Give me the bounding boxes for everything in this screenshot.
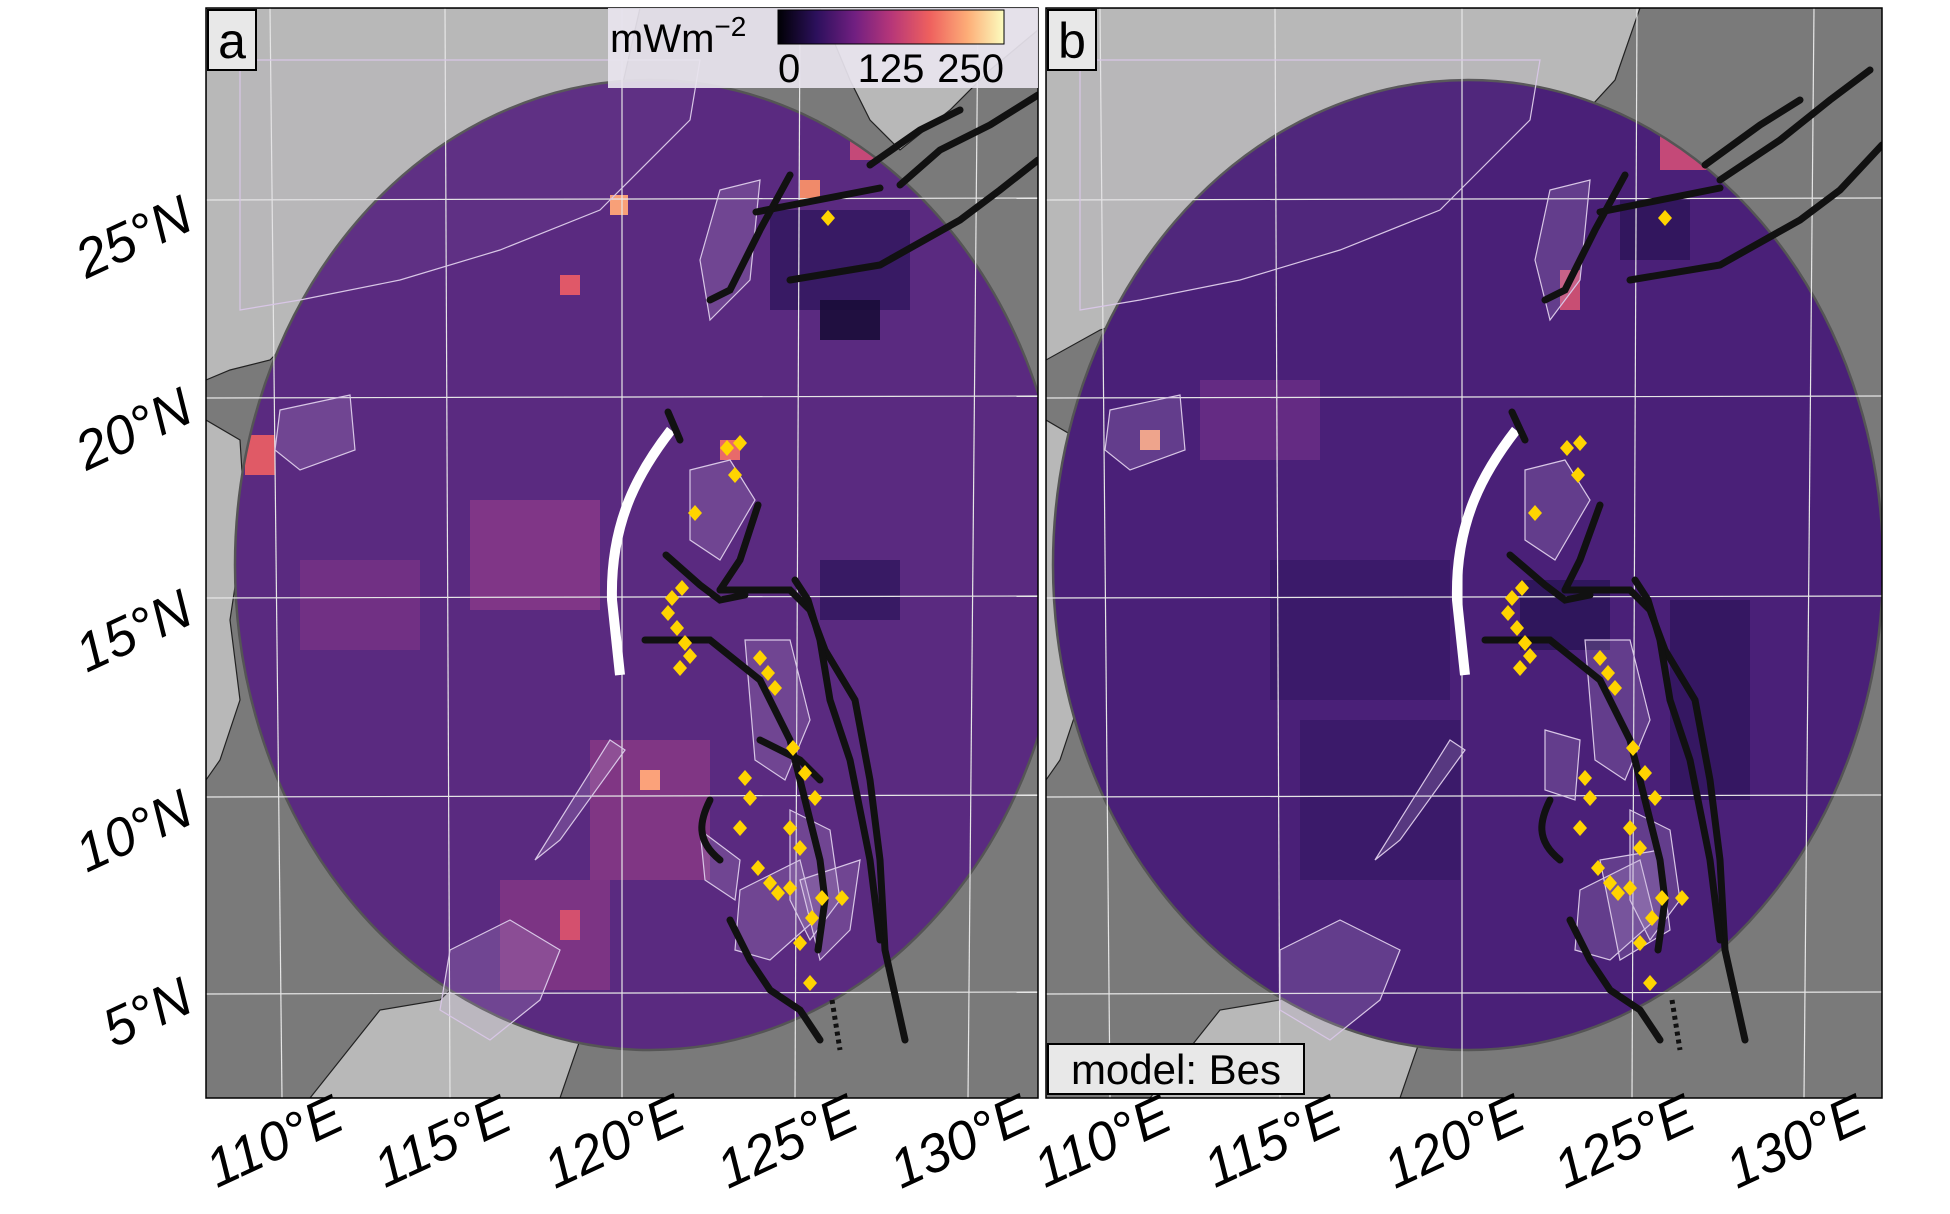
latitude-tick-label: 5°N: [94, 966, 202, 1059]
longitude-tick-label: 120°E: [1375, 1083, 1535, 1200]
study-area-outline-b: [1051, 78, 1882, 1052]
latitude-tick-label: 20°N: [65, 376, 202, 482]
colorbar-tick-label: 250: [937, 47, 1004, 91]
longitude-tick-label: 125°E: [708, 1083, 868, 1200]
longitude-tick-label: 115°E: [1195, 1084, 1351, 1200]
longitude-tick-label: 115°E: [365, 1084, 521, 1200]
latitude-labels: 25°N 20°N 15°N 10°N 5°N: [65, 184, 202, 1059]
ridge-line-b: [1451, 426, 1520, 676]
trench-dashed-a: [829, 999, 843, 1051]
plate-outlines-a: [239, 59, 861, 1041]
graticule-b: [1046, 8, 1882, 1098]
svg-text:a: a: [218, 13, 246, 69]
ridge-line-a: [606, 426, 675, 676]
latitude-tick-label: 10°N: [66, 778, 202, 884]
longitude-tick-label: 110°E: [1025, 1084, 1181, 1200]
plate-outlines-b: [1079, 59, 1681, 1041]
colorbar-tick-label: 0: [778, 47, 800, 91]
longitude-tick-label: 120°E: [535, 1083, 695, 1200]
panel-b-map: [1046, 8, 1882, 1098]
longitude-tick-label: 130°E: [881, 1083, 1041, 1200]
latitude-tick-label: 25°N: [65, 184, 202, 290]
colorbar-gradient: [777, 9, 1005, 45]
heatflow-field-b: [1053, 80, 1882, 1050]
panel-b-frame: [1045, 7, 1883, 1099]
svg-text:b: b: [1058, 13, 1086, 69]
heatflow-field-a: [235, 80, 1038, 1050]
model-label: model: Bes: [1071, 1046, 1281, 1093]
volcano-markers-b: [1501, 210, 1689, 991]
model-label-box: model: Bes: [1047, 1043, 1305, 1095]
longitude-tick-label: 125°E: [1545, 1083, 1705, 1200]
graticule-a: [206, 8, 1038, 1098]
trench-lines-b: [1481, 66, 1882, 1044]
longitude-tick-label: 130°E: [1717, 1083, 1877, 1200]
panel-tag-b: b: [1047, 9, 1097, 71]
colorbar-tick-label: 125: [858, 47, 925, 91]
latitude-tick-label: 15°N: [66, 578, 202, 684]
land-hainan-vietnam: [206, 419, 246, 782]
colorbar-unit-label: mWm−2: [610, 11, 746, 61]
panel-tag-a: a: [207, 9, 257, 71]
trench-lines-a: [641, 91, 1038, 1044]
panel-a-map: [206, 8, 1038, 1098]
colorbar: mWm−2 0 125 250: [608, 8, 1038, 91]
colorbar-ticks: 0 125 250: [778, 47, 1004, 91]
trench-dashed-b: [1669, 999, 1683, 1051]
longitude-tick-label: 110°E: [197, 1084, 353, 1200]
volcano-markers-a: [661, 210, 849, 991]
